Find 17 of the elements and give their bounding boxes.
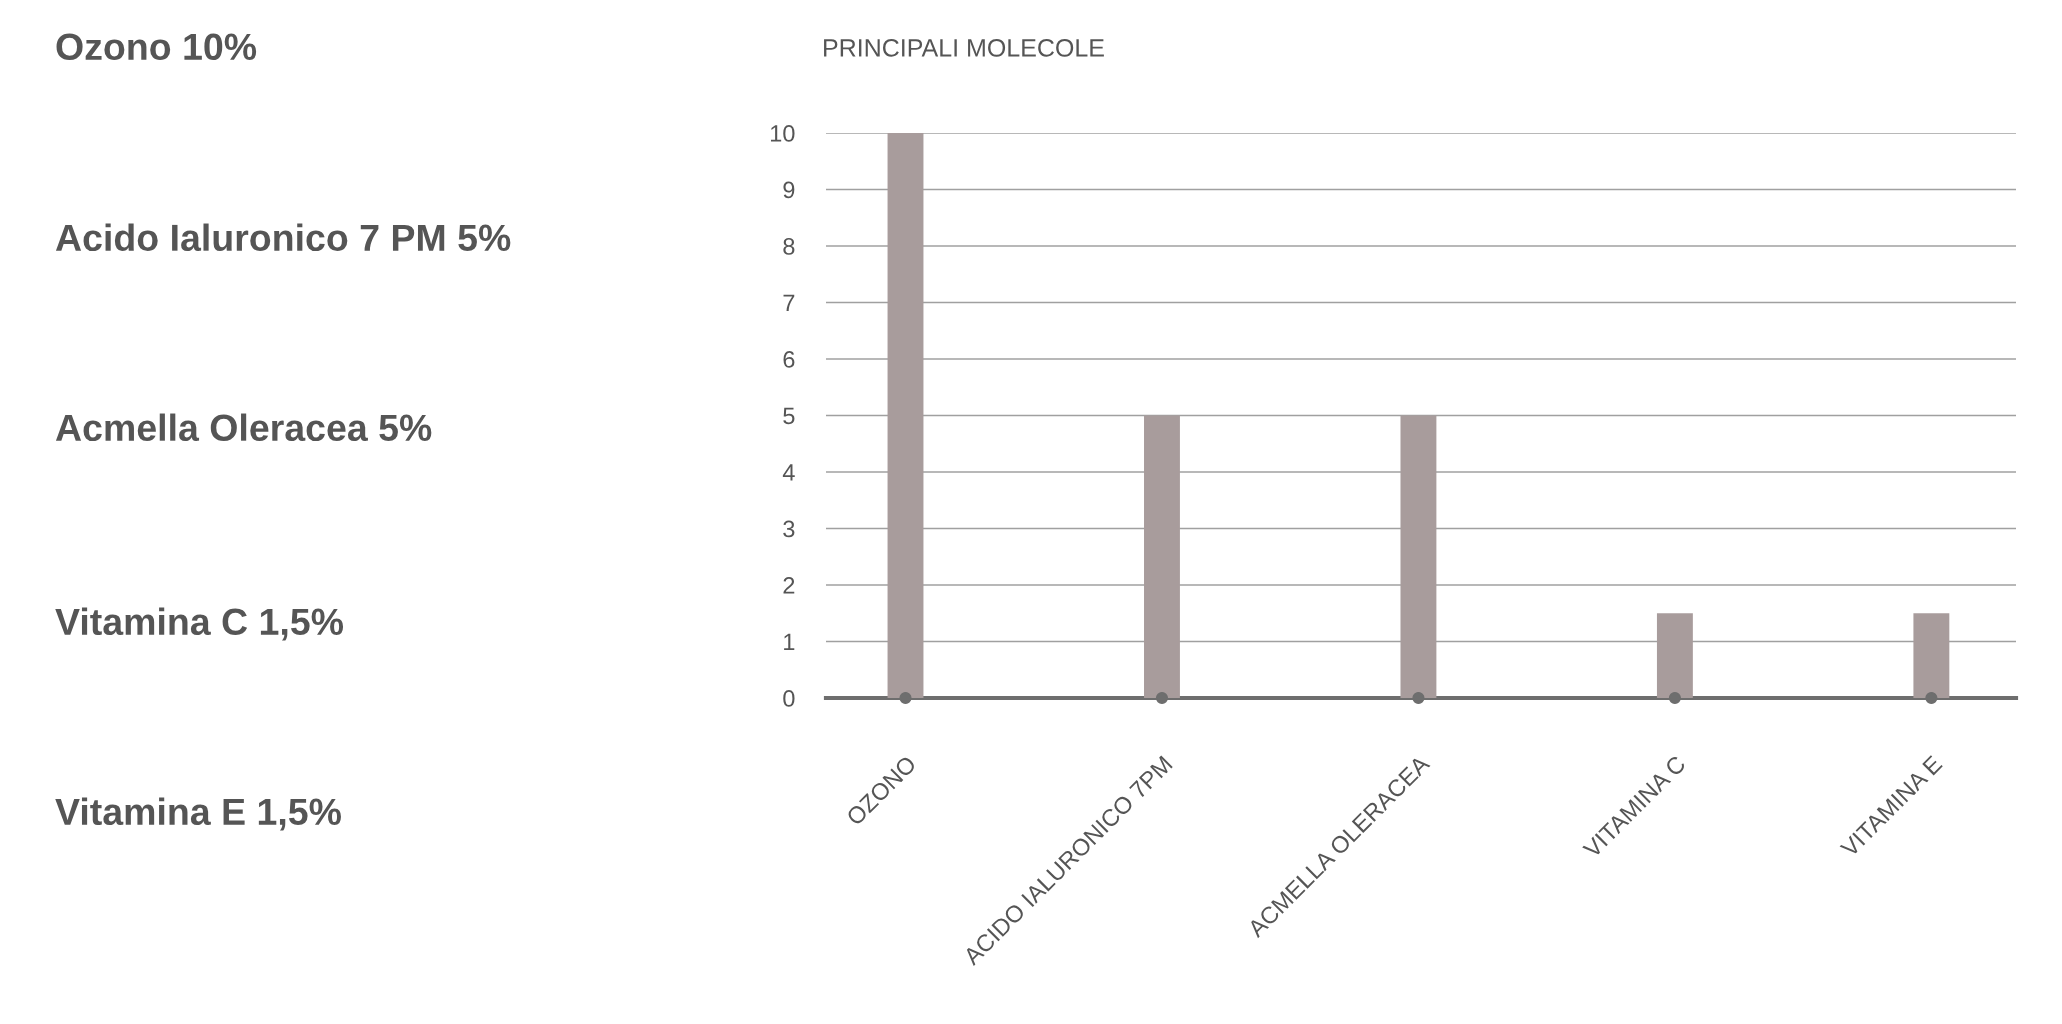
y-tick-label: 8 (783, 238, 795, 255)
y-tick-label: 4 (782, 464, 795, 481)
text: Ozono 10% (56, 33, 257, 61)
text: Vitamina C 1,5% (55, 607, 344, 641)
text: Acido Ialuronico 7 PM 5% (55, 223, 511, 252)
y-tick-label: 7 (783, 294, 795, 312)
y-tick-label: 6 (783, 351, 795, 368)
y-tick-label: 3 (783, 520, 795, 538)
y-tick-label: 0 (783, 690, 795, 707)
y-tick-label: 5 (783, 407, 795, 425)
y-tick-label: 10 (770, 125, 795, 142)
text: Acmella Oleracea 5% (55, 413, 432, 442)
text: Vitamina E 1,5% (55, 797, 341, 831)
y-tick-label: 2 (783, 577, 795, 594)
chart-title: PRINCIPALI MOLECOLE (824, 39, 1104, 57)
y-tick-label: 9 (783, 181, 795, 199)
y-tick-label: 1 (784, 633, 795, 651)
